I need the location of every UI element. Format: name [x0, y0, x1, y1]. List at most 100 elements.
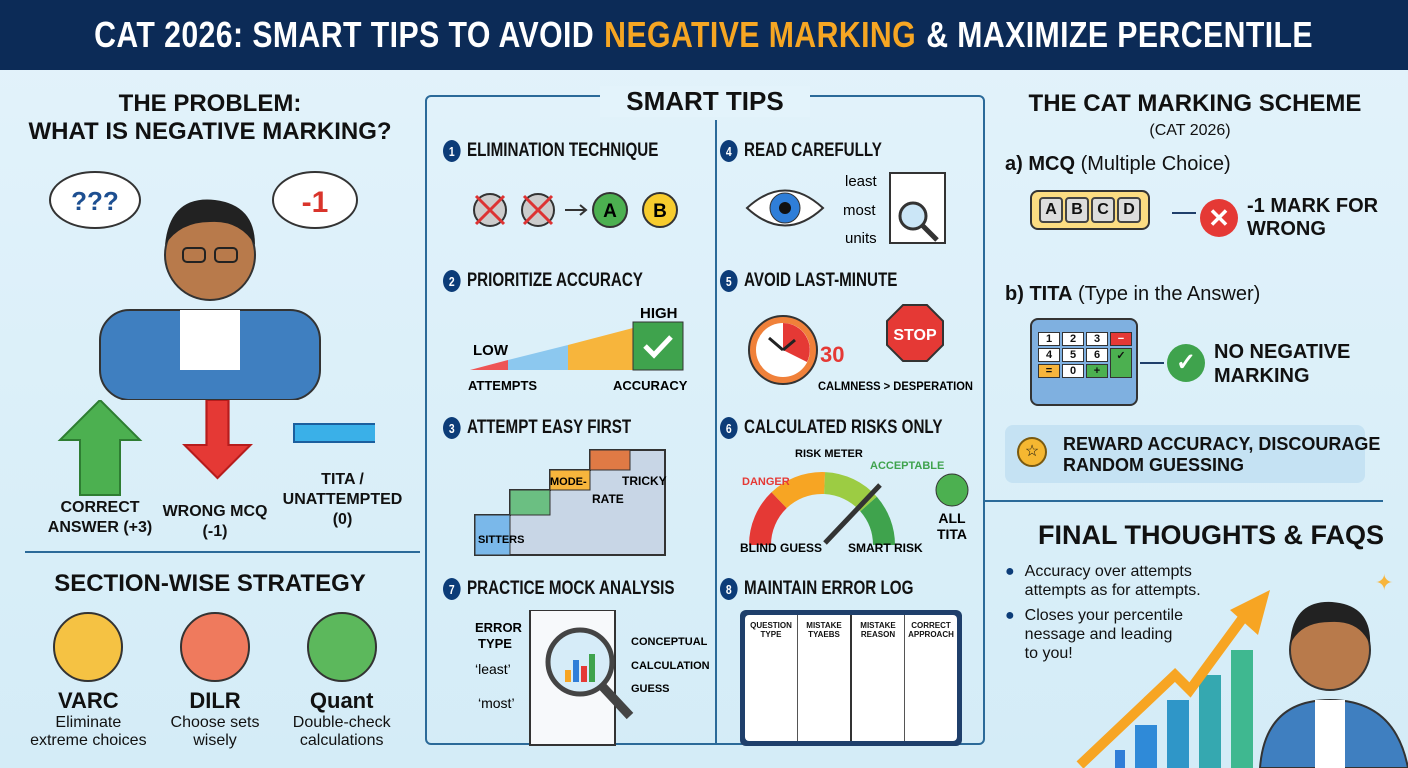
section-list: VARC Eliminate extreme choices DILR Choose …: [25, 612, 405, 750]
section-quant: Quant Double-check calculations: [278, 612, 405, 750]
outcome-wrong: WRONG MCQ (-1): [160, 502, 270, 542]
divider: [985, 500, 1383, 502]
graphic-part: [474, 514, 511, 556]
tip-2-title: 2 PRIORITIZE ACCURACY: [443, 270, 643, 292]
text-label: QUESTION: [750, 621, 792, 630]
tita-heading: b) TITA (Type in the Answer): [1005, 283, 1260, 306]
graphic-part: [1230, 590, 1270, 635]
text-label: HIGH: [640, 305, 678, 322]
graphic-part: [921, 224, 939, 242]
tip-4-title: 4 READ CAREFULLY: [720, 140, 882, 162]
graphic-part: [886, 304, 944, 362]
text-label: calculations: [299, 732, 384, 749]
text-label: MISTAKE: [806, 621, 842, 630]
text-label: TRICKY: [622, 474, 667, 488]
text-label: TITA: [937, 526, 967, 542]
check-icon: ✓: [1167, 344, 1205, 382]
graphic-part: [749, 472, 895, 546]
calculator-icon: [306, 612, 377, 682]
text-label: BLIND GUESS: [740, 541, 822, 555]
graphic-part: [1076, 612, 1250, 768]
tita-result: NO NEGATIVE MARKING: [1214, 340, 1350, 388]
text-label: 0: [1062, 364, 1084, 378]
mcq-heading: a) MCQ (Multiple Choice): [1005, 153, 1231, 176]
graphic-part: [165, 199, 255, 245]
text-label: 4: [720, 140, 738, 162]
graphic-part: 1 2 3− 4 5 6 ✓ = 0 +: [1038, 332, 1132, 378]
text-label: most: [843, 202, 876, 219]
text-label: to you!: [1024, 645, 1073, 662]
problem-title-2: WHAT IS NEGATIVE MARKING?: [28, 118, 392, 145]
page-title-text: CAT 2026: SMART TIPS TO AVOID NEGATIVE MA…: [95, 14, 1314, 56]
text-label: ACCURACY: [613, 378, 688, 393]
problem-title-1: THE PROBLEM:: [118, 90, 302, 117]
text-label: RANDOM GUESSING: [1063, 455, 1245, 475]
graphic-part: [272, 171, 358, 229]
text-label: GUESS: [631, 683, 670, 695]
text-label: 5: [1062, 348, 1084, 362]
read-carefully-illustration: least most units: [745, 172, 946, 247]
graphic-part: [1135, 725, 1157, 768]
tip-8-title: 8 MAINTAIN ERROR LOG: [720, 578, 913, 600]
graphic-part: [549, 469, 591, 491]
text-label: 30: [820, 342, 844, 367]
graphic-part: ●: [1005, 607, 1015, 624]
title-highlight: NEGATIVE MARKING: [604, 14, 917, 55]
stressed-student-illustration: ??? -1: [49, 171, 358, 400]
title-part: & MAXIMIZE PERCENTILE: [926, 14, 1314, 55]
text-label: VARC: [57, 688, 119, 713]
text-label: (Type in the Answer): [1077, 283, 1261, 305]
section-dilr: DILR Choose sets wisely: [152, 612, 279, 750]
tip-5-title: 5 AVOID LAST-MINUTE: [720, 270, 897, 292]
text-label: b): [1005, 283, 1024, 305]
cross-icon: ✕: [1200, 199, 1238, 237]
scheme-subtitle: (CAT 2026): [1149, 122, 1231, 139]
graphic-part: ●: [1005, 563, 1015, 580]
arrow-down-icon: [182, 400, 253, 480]
outcome-unattempted: TITA / UNATTEMPTED (0): [275, 470, 410, 530]
text-label: RISK METER: [795, 448, 863, 460]
text-label: 6: [720, 417, 738, 439]
col-mistake-type: MISTAKE TYAEBS: [798, 615, 852, 741]
scheme-title: THE CAT MARKING SCHEME: [1028, 90, 1362, 117]
text-label: (-1): [202, 523, 228, 540]
graphic-part: [49, 171, 141, 229]
graphic-part: [1290, 601, 1371, 645]
text-label: DILR: [189, 688, 241, 713]
graphic-part: [474, 194, 506, 226]
graphic-part: [598, 682, 634, 720]
text-label: ALL: [938, 510, 966, 526]
text-label: 5: [720, 270, 738, 292]
text-label: MARKING: [1214, 365, 1310, 387]
text-label: C: [1091, 197, 1115, 223]
text-label: 6: [1086, 348, 1108, 362]
text-label: STOP: [893, 327, 937, 344]
text-label: ANSWER (+3): [47, 519, 153, 536]
outcome-icons: [57, 400, 375, 496]
text-label: DANGER: [742, 476, 790, 488]
accuracy-ramp-illustration: LOW HIGH ATTEMPTS ACCURACY: [468, 305, 688, 393]
text-label: CALCULATED RISKS ONLY: [744, 417, 943, 439]
text-label: units: [845, 230, 877, 247]
text-label: RATE: [592, 492, 624, 506]
text-label: nessage and leading: [1024, 626, 1173, 643]
graphic-part: [509, 489, 551, 516]
text-label: TYAEBS: [808, 630, 840, 639]
tip-6-title: 6 CALCULATED RISKS ONLY: [720, 417, 942, 439]
text-label: MCQ: [1028, 153, 1076, 175]
graphic-part: [1115, 750, 1125, 768]
graphic-part: [573, 660, 579, 682]
graphic-part: [568, 328, 633, 370]
text-label: ATTEMPTS: [468, 378, 537, 393]
graphic-part: [581, 666, 587, 682]
graphic-part: [935, 473, 969, 507]
text-label: ELIMINATION TECHNIQUE: [467, 140, 659, 162]
tip-1-title: 1 ELIMINATION TECHNIQUE: [443, 140, 658, 162]
graphic-part: [589, 449, 631, 471]
text-label: SMART RISK: [848, 541, 923, 555]
arrow-icon: [1140, 362, 1164, 364]
text-label: 1: [443, 140, 461, 162]
graphic-part: [823, 483, 882, 545]
text-label: Closes your percentile: [1024, 607, 1183, 624]
text-label: 3: [443, 417, 461, 439]
